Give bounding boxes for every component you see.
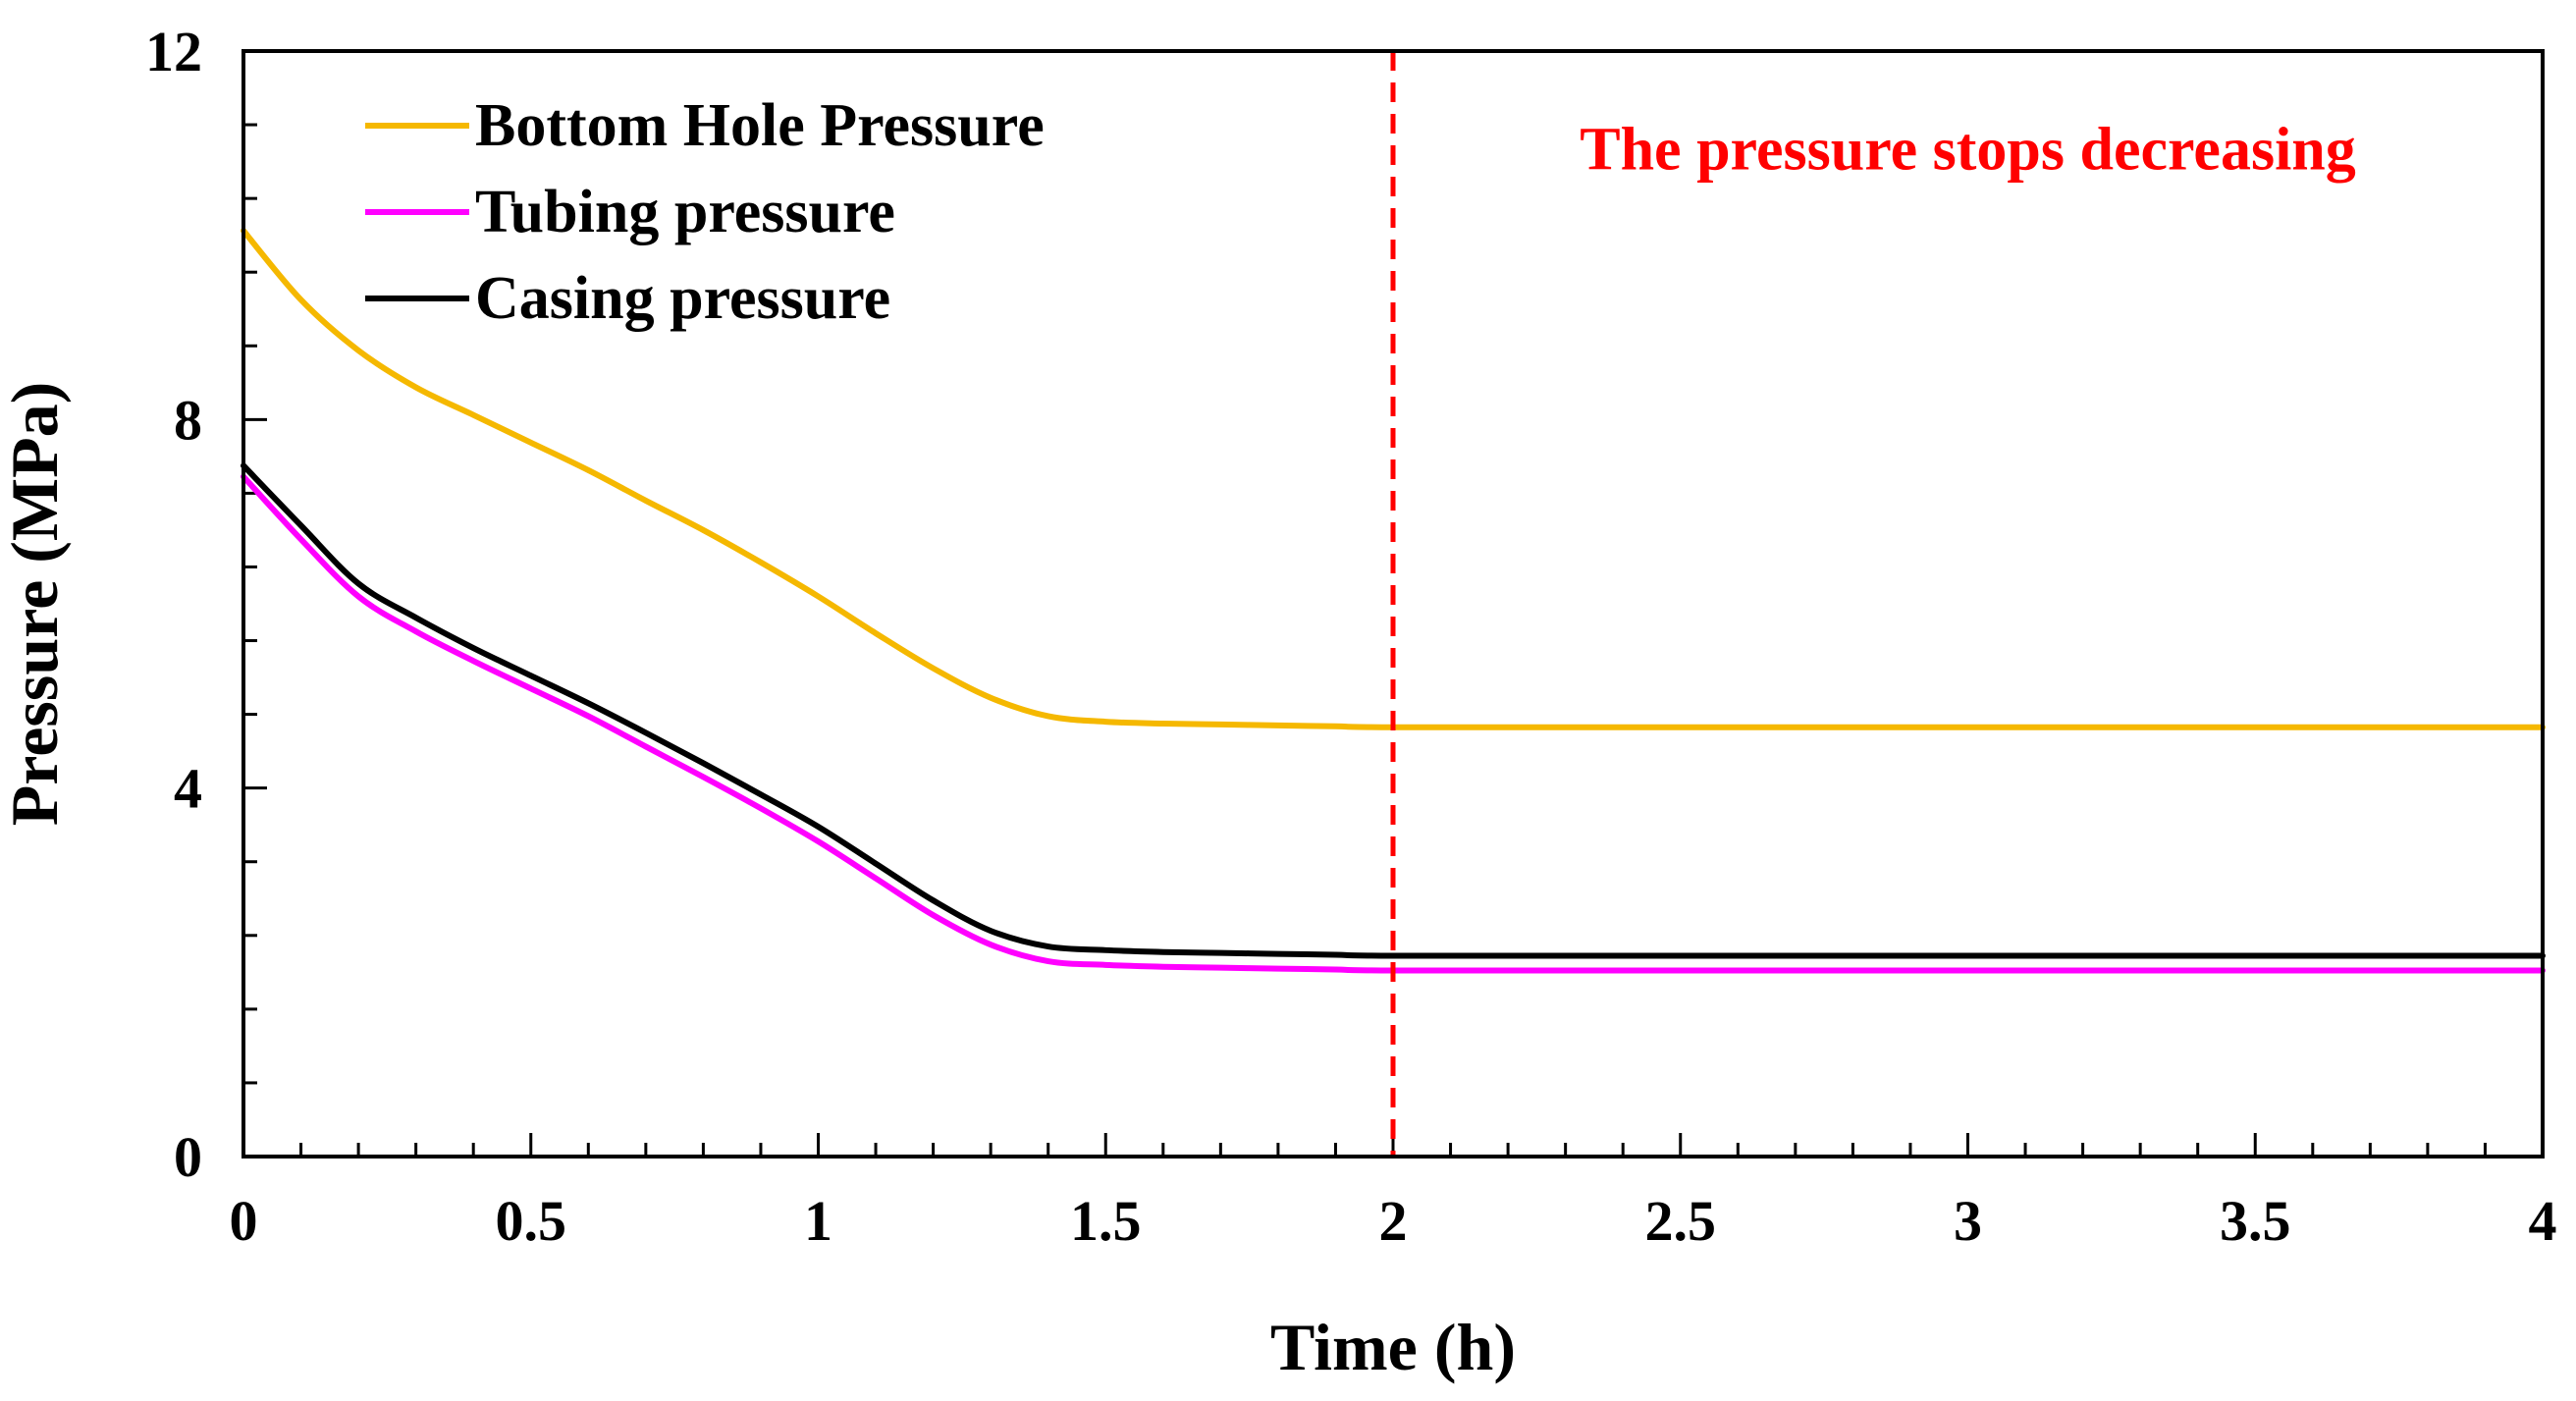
series-line-1 [241, 473, 2546, 974]
x-tick-label: 3 [1954, 1189, 1982, 1253]
annotation-text: The pressure stops decreasing [1580, 117, 2356, 184]
y-tick-label: 12 [145, 20, 202, 83]
x-tick-label: 0.5 [496, 1189, 567, 1253]
y-tick-label: 0 [174, 1125, 202, 1189]
legend-label: Tubing pressure [475, 179, 895, 245]
y-axis-title: Pressure (MPa) [0, 382, 72, 827]
legend: Bottom Hole Pressure Tubing pressure Casin… [365, 92, 1045, 332]
x-axis-title: Time (h) [1270, 1310, 1516, 1384]
y-tick-labels: 0 4 8 12 [145, 20, 202, 1189]
legend-label: Bottom Hole Pressure [475, 92, 1045, 159]
x-tick-label: 2 [1379, 1189, 1408, 1253]
legend-label: Casing pressure [475, 265, 890, 332]
x-tick-label: 1 [804, 1189, 832, 1253]
x-tick-label: 1.5 [1070, 1189, 1142, 1253]
series-layer [241, 227, 2546, 974]
series-line-2 [241, 462, 2546, 959]
x-tick-label: 3.5 [2220, 1189, 2291, 1253]
minor-ticks [243, 123, 2487, 1157]
x-tick-labels: 0 0.5 1 1.5 2 2.5 3 3.5 4 [230, 1189, 2557, 1253]
y-tick-label: 4 [174, 757, 202, 821]
y-tick-label: 8 [174, 388, 202, 452]
series-line-0 [241, 227, 2546, 730]
x-tick-label: 0 [230, 1189, 258, 1253]
plot-frame [242, 49, 2545, 1159]
x-tick-label: 2.5 [1645, 1189, 1717, 1253]
x-tick-label: 4 [2529, 1189, 2557, 1253]
annotation-layer: The pressure stops decreasing [1390, 51, 2356, 1157]
